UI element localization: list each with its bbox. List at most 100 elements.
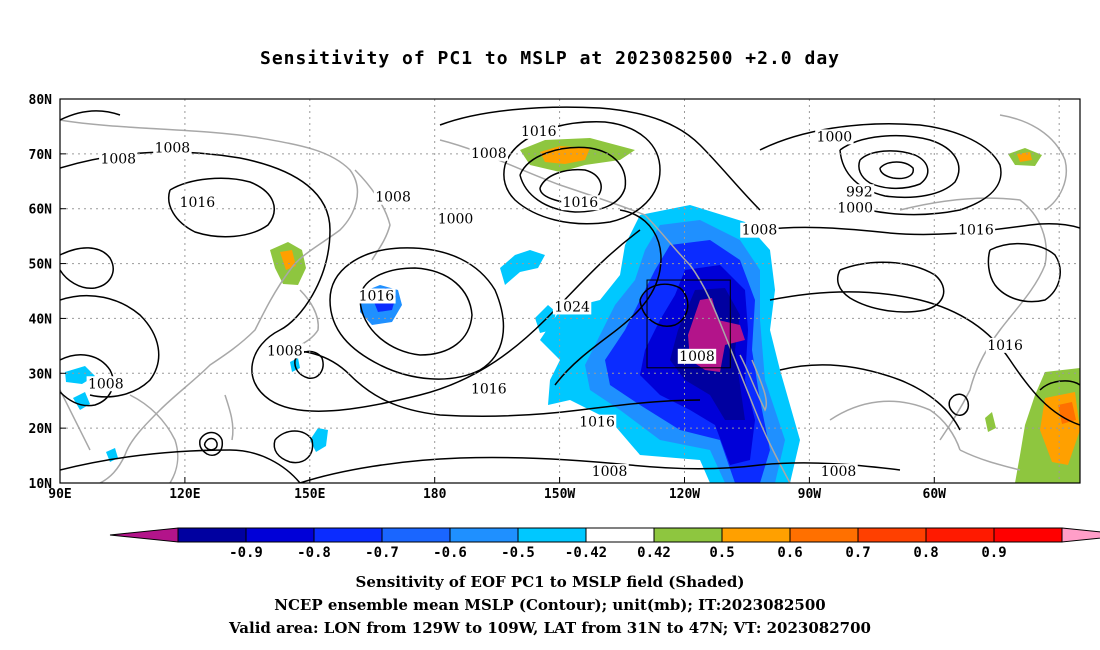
coastline-philippines [224, 394, 234, 441]
colorbar-label: 0.7 [845, 545, 870, 561]
colorbar-label: 0.42 [637, 545, 671, 561]
lon-tick-label: 150E [294, 487, 325, 502]
lat-tick-label: 40N [29, 312, 53, 327]
colorbar-label: 0.8 [913, 545, 938, 561]
contour-label: 1016 [471, 382, 507, 398]
coastline-gulf [829, 400, 961, 451]
caption-line-2: NCEP ensemble mean MSLP (Contour); unit(… [274, 596, 826, 614]
lat-tick-label: 70N [29, 148, 53, 163]
contour-label: 1016 [180, 195, 216, 211]
contour-label: 1008 [742, 223, 778, 239]
coastline-caribbean [959, 449, 1021, 471]
contour-label-bg [590, 464, 629, 480]
contour-line [294, 350, 324, 379]
colorbar-swatch [381, 527, 451, 543]
coastline-kamchatka [354, 169, 391, 261]
lat-tick-label: 60N [29, 203, 53, 218]
contour-label-bg [815, 129, 854, 145]
contour-line [60, 247, 114, 289]
colorbar-swatch [925, 527, 995, 543]
contour-label-bg [86, 376, 125, 392]
colorbar-label: -0.7 [365, 545, 399, 561]
contour-line [519, 146, 627, 213]
shade-neg-blob [500, 250, 545, 285]
coastline-greenland [999, 114, 1067, 211]
contour-label: 1008 [679, 349, 715, 365]
contour-label-bg [153, 140, 192, 156]
contour-line [779, 364, 961, 431]
contour-line [769, 290, 1080, 426]
contour-label: 1000 [817, 129, 853, 145]
contour-label-bg [677, 348, 717, 364]
lat-tick-label: 30N [29, 367, 53, 382]
contour-line [503, 121, 661, 225]
contour-label-bg [740, 222, 779, 238]
contour-label: 1016 [521, 124, 557, 140]
contour-line [837, 261, 945, 313]
colorbar-swatch [653, 527, 723, 543]
contour-label: 1008 [592, 464, 628, 480]
colorbar-label: -0.6 [433, 545, 467, 561]
lon-tick-label: 120W [669, 487, 700, 502]
contour-label-bg [469, 145, 509, 161]
colorbar-label: 0.6 [777, 545, 802, 561]
contour-label-bg [436, 211, 475, 227]
contour-label: 992 [846, 184, 873, 200]
colorbar: -0.9 -0.8 -0.7 -0.6 -0.5 -0.42 0.42 0.5 0.6 0.7 0.… [109, 527, 1100, 561]
map-grid [60, 99, 1080, 483]
contour-label: 1016 [359, 288, 395, 304]
contour-label: 1008 [471, 146, 507, 162]
shade-neg-blob [310, 428, 328, 452]
contour-label: 1016 [958, 223, 994, 239]
shade-pos-orange [280, 250, 296, 270]
shade-pos-redorange [1058, 402, 1076, 424]
colorbar-swatch [517, 527, 587, 543]
colorbar-swatch [993, 527, 1063, 543]
contour-label: 1008 [155, 140, 191, 156]
colorbar-label: -0.9 [229, 545, 263, 561]
colorbar-low-end [109, 527, 179, 543]
contour-label-bg [577, 414, 617, 430]
contour-label-bg [956, 222, 996, 238]
contour-label-bg [469, 381, 509, 397]
lat-tick-label: 50N [29, 258, 53, 273]
contour-line [60, 110, 121, 121]
colorbar-swatch [449, 527, 519, 543]
contour-label: 1016 [987, 338, 1023, 354]
contour-label: 1016 [579, 415, 615, 431]
contour-label-bg [835, 200, 875, 216]
shade-neg-blob [73, 392, 90, 410]
colorbar-swatch [789, 527, 859, 543]
coastline-japan [291, 289, 319, 351]
colorbar-swatch [585, 527, 655, 543]
latitude-axis: 80N 70N 60N 50N 40N 30N 20N 10N [29, 93, 66, 492]
contour-label: 1008 [88, 376, 124, 392]
contour-label: 1008 [375, 190, 411, 206]
colorbar-label: 0.9 [981, 545, 1006, 561]
contour-line [1039, 380, 1080, 391]
colorbar-label: 0.5 [709, 545, 734, 561]
contour-line [759, 223, 1080, 236]
lat-tick-label: 80N [29, 93, 53, 108]
colorbar-swatch [245, 527, 315, 543]
colorbar-swatch [177, 527, 247, 543]
coastline-baja [739, 354, 767, 412]
contour-line [60, 449, 301, 483]
caption-line-3: Valid area: LON from 129W to 109W, LAT f… [229, 619, 871, 637]
lat-tick-label: 20N [29, 422, 53, 437]
colorbar-swatch [721, 527, 791, 543]
colorbar-swatch [857, 527, 927, 543]
contour-line [948, 393, 970, 416]
colorbar-label: -0.8 [297, 545, 331, 561]
longitude-axis: 90E 120E 150E 180 150W 120W 90W 60W [48, 477, 946, 502]
contour-line [554, 209, 662, 386]
contour-line [269, 350, 701, 417]
contour-label-bg [561, 195, 600, 211]
contour-line [199, 431, 224, 456]
map-frame [59, 98, 1081, 484]
plot-title: Sensitivity of PC1 to MSLP at 2023082500… [259, 48, 840, 69]
contour-label: 1008 [100, 151, 136, 167]
lon-tick-label: 120E [169, 487, 200, 502]
shade-pos-green [985, 412, 996, 432]
